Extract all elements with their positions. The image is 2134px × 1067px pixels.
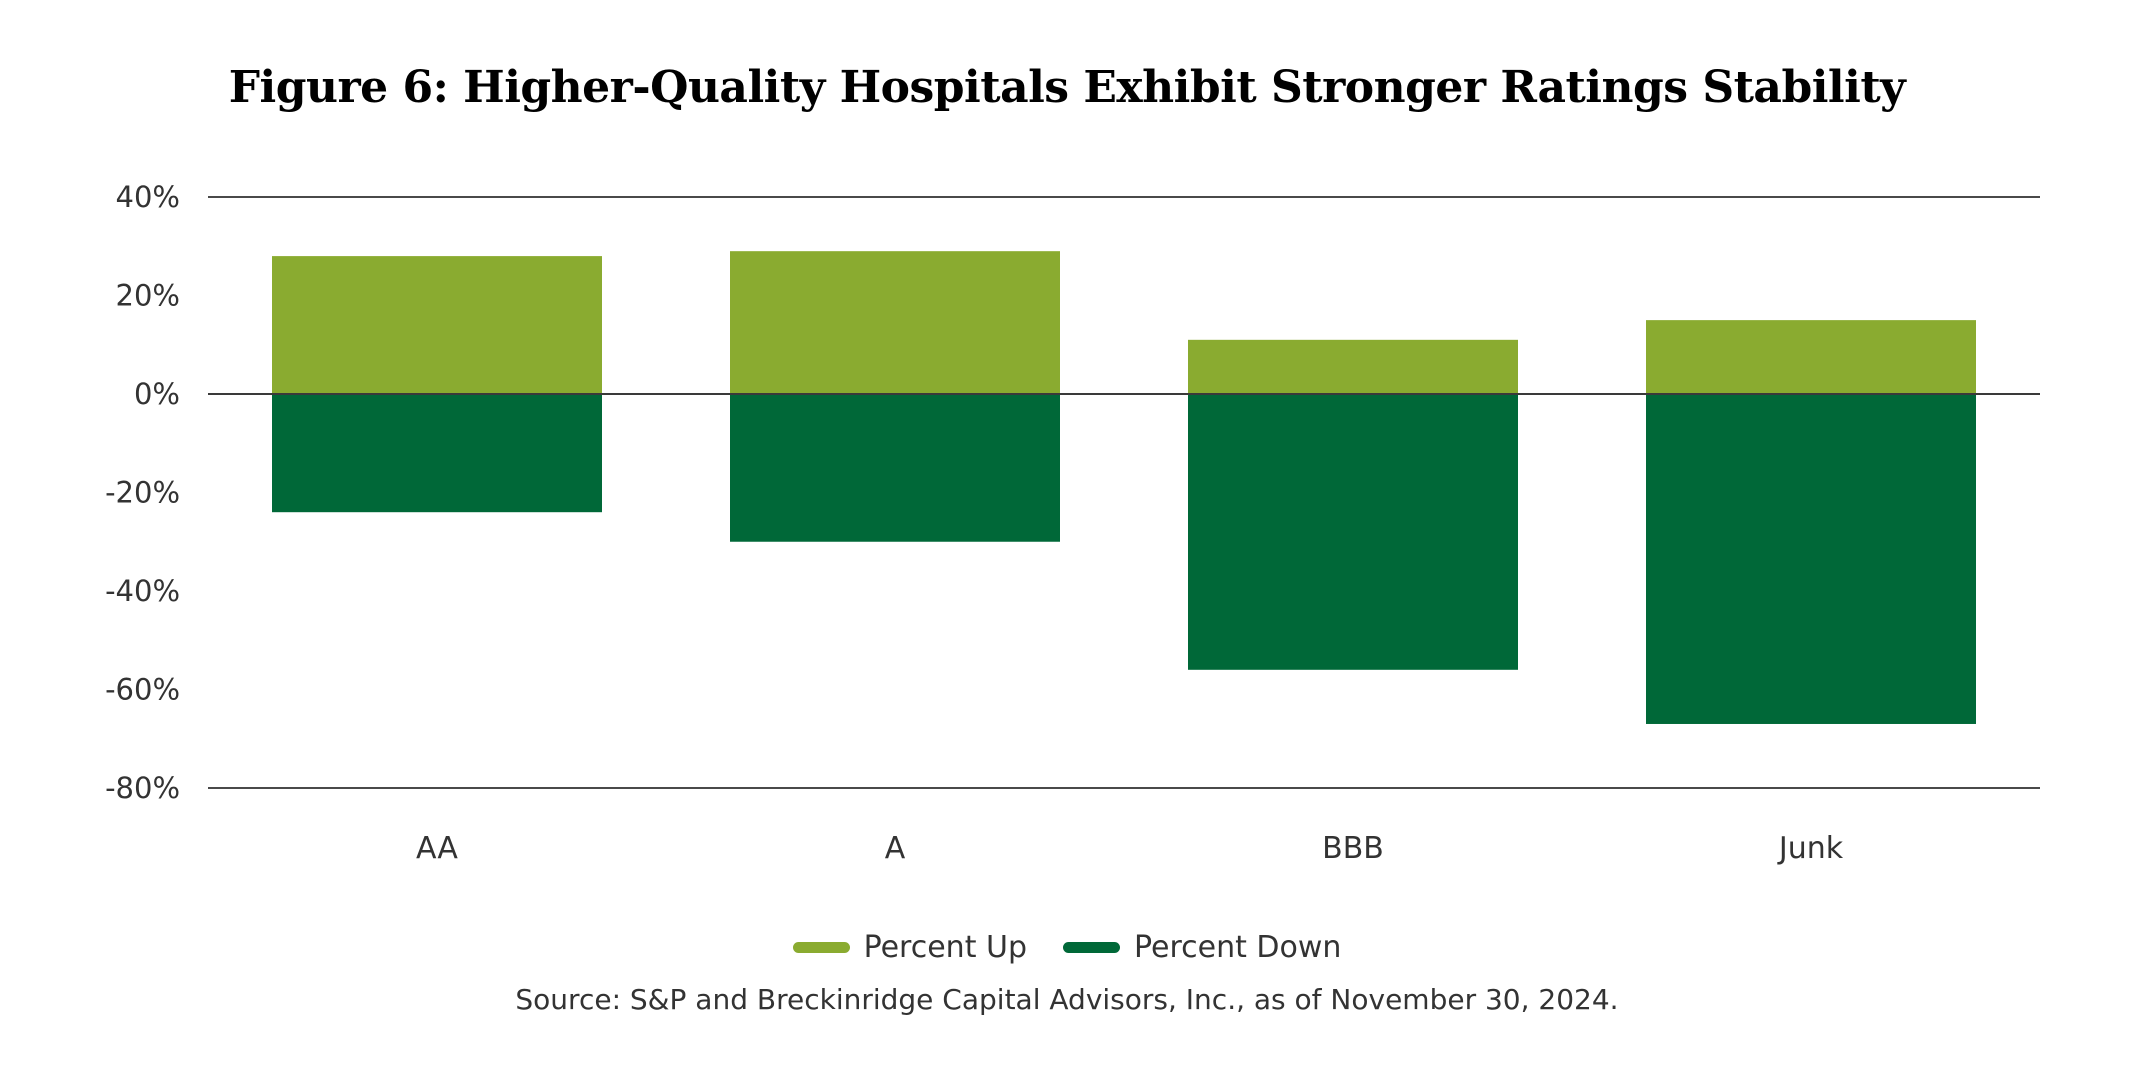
y-tick-label: -20%	[105, 476, 180, 510]
y-tick-label: 0%	[134, 377, 180, 411]
bar-bbb-up	[1188, 339, 1518, 394]
y-axis: 40% 20% 0% -20% -40% -60% -80%	[105, 180, 180, 805]
bar-junk-up	[1646, 320, 1976, 394]
x-tick-label-bbb: BBB	[1322, 831, 1384, 866]
bar-a-up	[730, 251, 1060, 394]
bar-bbb-down	[1188, 394, 1518, 670]
x-tick-label-junk: Junk	[1777, 831, 1844, 866]
legend-label-down: Percent Down	[1134, 930, 1342, 965]
bar-junk-down	[1646, 394, 1976, 724]
bars	[272, 251, 1976, 724]
legend-swatch-up	[792, 942, 850, 953]
legend-label-up: Percent Up	[863, 930, 1027, 965]
legend: Percent Up Percent Down	[0, 930, 2134, 965]
y-tick-label: -40%	[105, 574, 180, 608]
bar-a-down	[730, 394, 1060, 542]
y-tick-label: 20%	[116, 279, 180, 313]
gridlines	[208, 196, 2040, 789]
y-tick-label: 40%	[116, 180, 180, 214]
legend-swatch-down	[1063, 942, 1120, 953]
x-axis: AA A BBB Junk	[416, 831, 1844, 866]
legend-item-percent-up: Percent Up	[792, 930, 1027, 965]
y-tick-label: -60%	[105, 673, 180, 707]
y-tick-label: -80%	[105, 771, 180, 805]
bar-aa-down	[272, 394, 602, 513]
bar-aa-up	[272, 256, 602, 394]
chart-title: Figure 6: Higher-Quality Hospitals Exhib…	[228, 62, 1906, 113]
legend-item-percent-down: Percent Down	[1063, 930, 1341, 965]
x-tick-label-a: A	[885, 831, 906, 866]
x-tick-label-aa: AA	[416, 831, 458, 866]
source-note: Source: S&P and Breckinridge Capital Adv…	[515, 983, 1619, 1016]
